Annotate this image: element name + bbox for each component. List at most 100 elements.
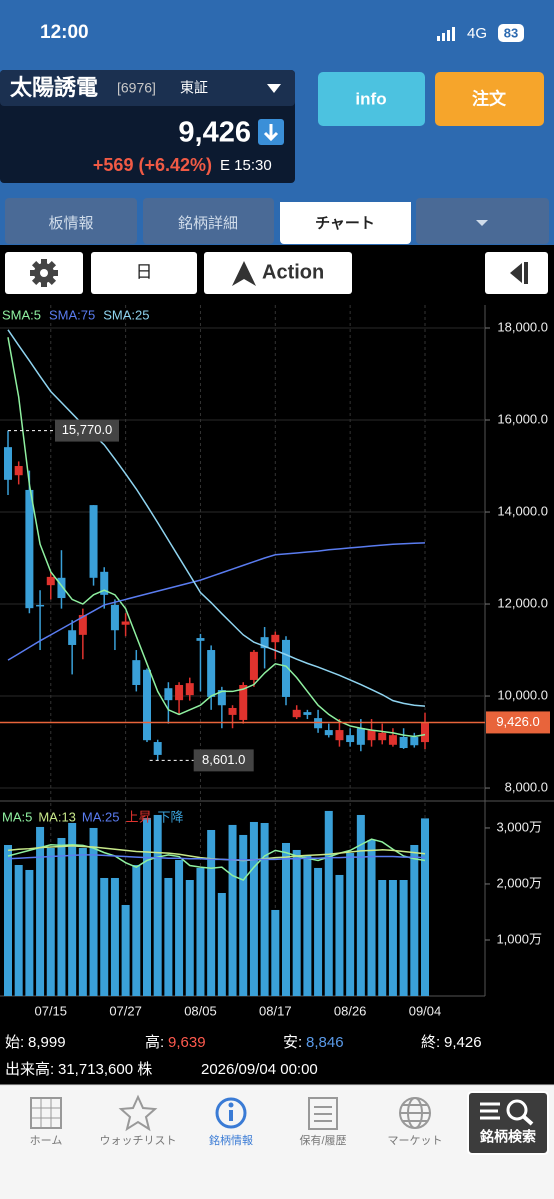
candle-body: [121, 621, 130, 625]
candle-body: [207, 650, 216, 697]
volume-bar: [367, 839, 376, 996]
candle-body: [100, 571, 109, 595]
tab[interactable]: [143, 198, 274, 244]
search-label: 銘柄検索: [480, 1129, 536, 1145]
candle-body: [68, 630, 77, 645]
period-button[interactable]: [91, 252, 197, 294]
candle-body: [324, 730, 333, 736]
candle-body: [378, 732, 387, 741]
tab-selected[interactable]: [280, 198, 411, 244]
volume-bar: [89, 827, 98, 996]
candle-body: [36, 604, 45, 607]
tab-label: チャート: [315, 215, 375, 232]
network: 4G: [467, 25, 487, 42]
volume-bar: [110, 877, 119, 996]
candle-body: [110, 604, 119, 631]
last-price-box: [486, 711, 550, 734]
candle-body: [132, 660, 141, 685]
volume-bar: [249, 821, 258, 996]
nav-item[interactable]: [215, 1097, 247, 1129]
summary-value: 9,426: [444, 1034, 482, 1051]
dropdown-icon[interactable]: [267, 84, 281, 93]
volume-bar: [335, 874, 344, 996]
volume-tick-label: 3,000万: [496, 819, 542, 834]
tab-label: 銘柄詳細: [178, 215, 238, 232]
summary-label: 高:: [145, 1034, 164, 1051]
legend-entry: 下降: [158, 809, 184, 824]
search-icon: [480, 1099, 534, 1126]
y-tick-label: 8,000.0: [505, 779, 548, 794]
volume-bar: [25, 869, 34, 996]
y-tick-label: 10,000.0: [497, 687, 548, 702]
candle-body: [335, 730, 344, 741]
nav-label: マーケット: [388, 1134, 443, 1147]
candle-body: [89, 505, 98, 578]
volume-bar: [228, 824, 237, 996]
candle-body: [46, 576, 55, 586]
volume-bar: [260, 822, 269, 996]
info-button[interactable]: [318, 72, 425, 126]
volume-bar: [175, 859, 184, 996]
action-icon: [232, 261, 256, 286]
action-button[interactable]: [204, 252, 352, 294]
moving-average-line: [7, 337, 426, 738]
candle-body: [185, 683, 194, 696]
volume-bar: [356, 814, 365, 996]
summary-value: 31,713,600 株: [58, 1061, 152, 1078]
nav-item[interactable]: [118, 1094, 158, 1132]
candle-body: [346, 735, 355, 743]
moving-average-line: [7, 329, 426, 707]
candle-body: [4, 447, 12, 480]
volume-bar: [282, 842, 290, 996]
nav-item[interactable]: [30, 1097, 62, 1129]
volume-bar: [46, 847, 55, 996]
x-tick-label: 09/04: [409, 1003, 442, 1018]
summary-label: 終:: [421, 1034, 440, 1051]
volume-bar: [399, 879, 408, 996]
order-button[interactable]: [435, 72, 544, 126]
legend-entry: MA:13: [38, 809, 76, 824]
y-tick-label: 16,000.0: [497, 411, 548, 426]
volume-bar: [36, 826, 45, 996]
x-tick-label: 08/17: [259, 1003, 292, 1018]
legend-entry: MA:25: [82, 809, 120, 824]
candle-body: [249, 651, 258, 680]
volume-average-line: [7, 838, 426, 881]
candle-body: [367, 730, 376, 741]
candle-body: [143, 669, 151, 741]
volume-bar: [303, 854, 312, 996]
candle-body: [410, 736, 419, 746]
stock-market: 東証: [180, 80, 208, 96]
volume-bar: [239, 834, 248, 996]
volume-bar: [68, 822, 77, 996]
summary-value: 8,999: [28, 1034, 66, 1051]
volume-bar: [378, 879, 387, 996]
candle-body: [153, 742, 162, 755]
volume-bar: [196, 867, 205, 996]
nav-item[interactable]: [399, 1097, 431, 1129]
period-label: 日: [136, 262, 153, 281]
y-tick-label: 12,000.0: [497, 595, 548, 610]
volume-bar: [271, 909, 280, 996]
volume-bar: [346, 852, 355, 996]
nav-item[interactable]: [308, 1097, 338, 1130]
summary-datetime: 2026/09/04 00:00: [201, 1061, 318, 1078]
volume-bar: [207, 829, 216, 996]
high-label: 15,770.0: [62, 422, 113, 437]
stock-name: 太陽誘電: [10, 75, 98, 100]
summary-label: 出来高:: [5, 1061, 54, 1078]
tab[interactable]: [5, 198, 137, 244]
x-tick-label: 08/05: [184, 1003, 217, 1018]
candle-body: [196, 638, 205, 641]
candle-body: [25, 489, 34, 609]
legend-entry: SMA:75: [49, 307, 95, 322]
candle-body: [356, 728, 365, 745]
info-label: info: [355, 89, 386, 108]
search-button[interactable]: [467, 1091, 549, 1155]
stock-code: [6976]: [117, 80, 156, 96]
volume-bar: [132, 864, 141, 996]
summary: 始: 8,999 高: 9,639 安: 8,846 終: 9,426 出来高:…: [5, 1034, 482, 1078]
battery-level: 83: [504, 25, 518, 40]
stock-name-bar[interactable]: [0, 70, 295, 106]
